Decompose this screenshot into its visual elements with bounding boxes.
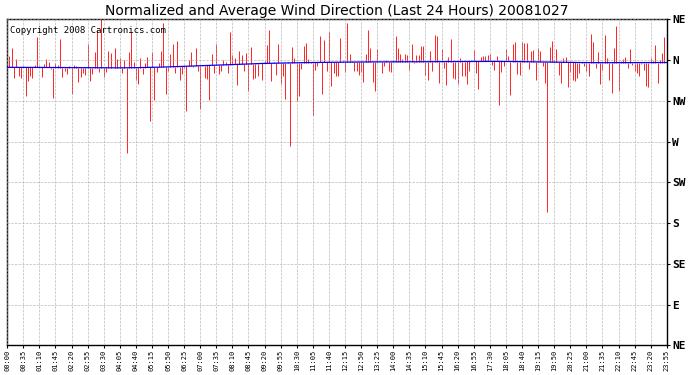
Title: Normalized and Average Wind Direction (Last 24 Hours) 20081027: Normalized and Average Wind Direction (L… <box>105 4 569 18</box>
Text: Copyright 2008 Cartronics.com: Copyright 2008 Cartronics.com <box>10 26 166 35</box>
